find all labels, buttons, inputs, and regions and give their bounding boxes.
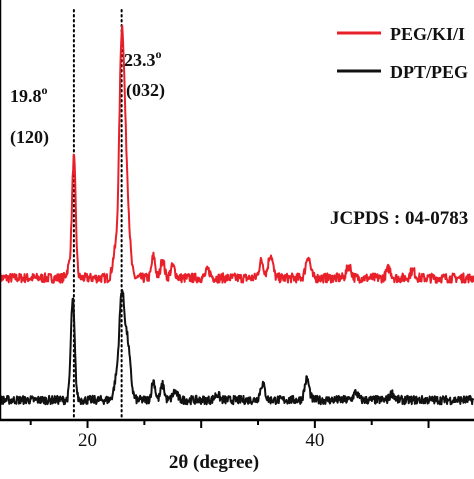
x-tick-label: 20 [78,430,97,451]
peak1-angle-label: 19.8o [10,83,48,106]
plot-area [0,9,474,421]
x-tick-label: 40 [305,430,324,451]
series-line-peg-ki-i [0,24,474,284]
jcpds-reference-label: JCPDS : 04-0783 [330,208,468,229]
x-axis-ticks [29,420,430,428]
plot-frame [0,0,474,422]
peak1-plane-label: (120) [10,127,49,148]
legend-label-peg-ki-i: PEG/KI/I [390,24,465,44]
legend: PEG/KI/I DPT/PEG [337,24,468,82]
x-axis-label: 2θ (degree) [169,452,259,473]
peak2-plane-label: (032) [126,80,165,101]
series-line-dpt-peg [0,289,474,406]
legend-label-dpt-peg: DPT/PEG [390,62,468,82]
peak2-angle-label: 23.3o [124,47,162,70]
